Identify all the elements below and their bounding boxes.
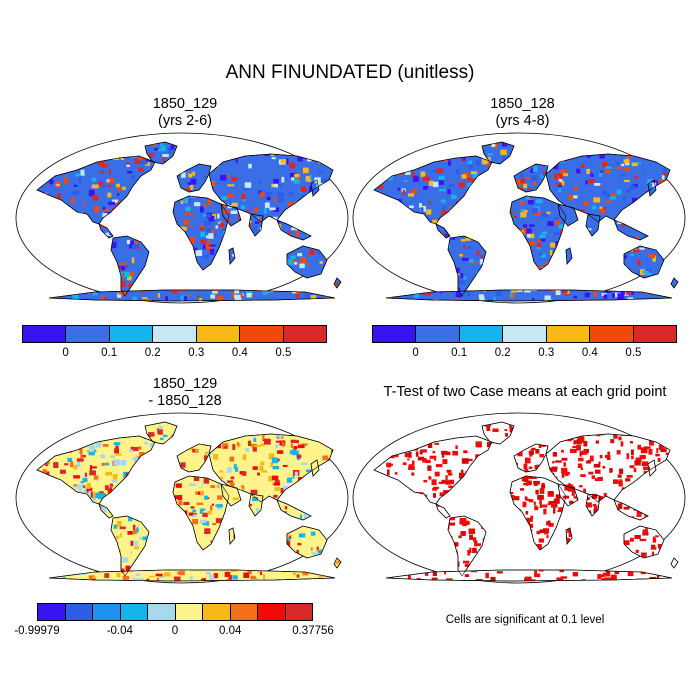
colorbar-label: 0.5 [625, 347, 642, 359]
panel2-title-line1: 1850_128 [490, 96, 555, 112]
colorbar-swatch [196, 326, 241, 342]
colorbar-swatch [23, 326, 67, 342]
colorbar-swatch [590, 326, 634, 342]
colorbar-swatch [148, 604, 176, 620]
colorbar-label: 0 [412, 347, 419, 359]
colorbar-swatch [503, 326, 547, 342]
colorbar-label: 0.37756 [292, 625, 334, 637]
colorbar-swatch [66, 326, 110, 342]
colorbar-label: 0.1 [451, 347, 468, 359]
map-panel-ttest [352, 412, 686, 584]
colorbar-swatch [120, 604, 148, 620]
colorbar-label: 0.2 [144, 347, 161, 359]
colorbar-swatch [93, 604, 121, 620]
map-panel-1850-129 [15, 132, 349, 304]
colorbar-label: 0.3 [188, 347, 205, 359]
colorbar-label: -0.99979 [14, 625, 60, 637]
colorbar-swatch [633, 326, 676, 342]
colorbar-panel1 [22, 325, 327, 343]
colorbar-swatch [109, 326, 154, 342]
map-panel-1850-128 [352, 132, 686, 304]
colorbar-swatch [153, 326, 197, 342]
colorbar-swatch [285, 604, 312, 620]
colorbar-swatch [175, 604, 203, 620]
colorbar-label: 0.04 [218, 625, 242, 637]
continent-new-zealand [670, 557, 679, 569]
colorbar-panel2 [372, 325, 677, 343]
figure-title: ANN FINUNDATED (unitless) [225, 62, 475, 83]
colorbar-swatch [283, 326, 326, 342]
panel3-title-line1: 1850_129 [152, 376, 218, 392]
panel1-title: 1850_129 (yrs 2-6) [15, 96, 355, 130]
colorbar-label: -0.04 [106, 625, 133, 637]
colorbar-label: 0.1 [101, 347, 118, 359]
panel4-title-line1: T-Test of two Case means at each grid po… [383, 384, 667, 400]
colorbar-swatch [416, 326, 460, 342]
panel1-title-line2: (yrs 2-6) [158, 113, 212, 129]
colorbar-swatch [203, 604, 231, 620]
colorbar-label: 0.2 [494, 347, 511, 359]
colorbar-label: 0.3 [538, 347, 555, 359]
colorbar-swatch [240, 326, 284, 342]
panel3-title: 1850_129 - 1850_128 [15, 376, 355, 410]
colorbar-swatch [459, 326, 504, 342]
panel4-title: T-Test of two Case means at each grid po… [350, 384, 700, 401]
colorbar-swatch [373, 326, 417, 342]
continent-new-zealand [670, 277, 679, 289]
panel1-title-line1: 1850_129 [152, 96, 218, 112]
colorbar-swatch [65, 604, 93, 620]
colorbar-label: 0 [171, 625, 179, 637]
colorbar-swatch [546, 326, 591, 342]
panel2-title: 1850_128 (yrs 4-8) [350, 96, 695, 130]
map-panel-difference [15, 412, 349, 584]
colorbar-label: 0.4 [231, 347, 248, 359]
significance-note: Cells are significant at 0.1 level [445, 614, 605, 626]
colorbar-swatch [230, 604, 258, 620]
colorbar-label: 0.4 [581, 347, 598, 359]
colorbar-swatch [258, 604, 286, 620]
colorbar-swatch [38, 604, 66, 620]
colorbar-difference [37, 603, 313, 621]
panel2-title-line2: (yrs 4-8) [495, 113, 550, 129]
panel3-title-line2: - 1850_128 [148, 393, 222, 409]
colorbar-label: 0.5 [275, 347, 292, 359]
colorbar-label: 0 [62, 347, 69, 359]
